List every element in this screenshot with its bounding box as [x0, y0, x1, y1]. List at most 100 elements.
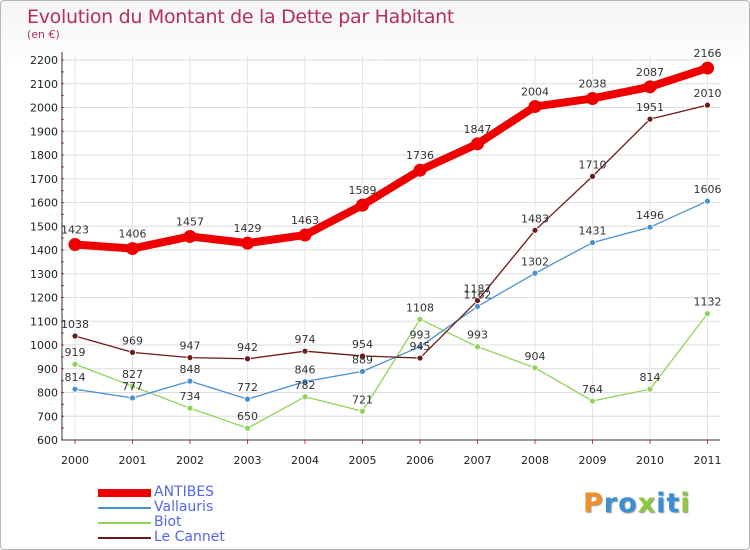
- series-line-biot: [74, 312, 709, 429]
- data-point: [126, 242, 139, 256]
- x-tick-label: 2004: [291, 454, 319, 467]
- data-label: 1589: [349, 184, 377, 197]
- data-point: [704, 101, 711, 109]
- data-label: 1710: [579, 158, 607, 171]
- data-point: [129, 394, 136, 402]
- data-point: [68, 238, 82, 252]
- data-label: 782: [295, 379, 316, 392]
- y-tick-label: 1100: [30, 315, 58, 328]
- data-label: 942: [237, 341, 258, 354]
- proxiti-logo: Proxiti: [583, 488, 691, 519]
- data-label: 974: [295, 333, 316, 346]
- data-point: [244, 395, 251, 403]
- data-label: 904: [525, 350, 546, 363]
- data-label: 1187: [464, 283, 492, 296]
- data-point: [416, 343, 424, 351]
- data-label: 721: [352, 393, 373, 406]
- data-point: [359, 367, 366, 375]
- data-point: [298, 228, 312, 242]
- y-tick-label: 1300: [30, 268, 58, 281]
- data-point: [356, 198, 369, 212]
- data-point: [474, 343, 481, 351]
- legend-swatch: [98, 522, 151, 524]
- data-label: 2038: [579, 77, 607, 90]
- data-point: [71, 385, 79, 393]
- y-unit-label: (en €): [27, 28, 60, 41]
- data-label: 993: [410, 329, 431, 342]
- data-label: 1132: [694, 296, 722, 309]
- data-point: [474, 303, 481, 310]
- data-label: 1162: [464, 289, 492, 302]
- data-point: [586, 91, 599, 105]
- data-label: 1847: [464, 123, 492, 136]
- data-point: [528, 100, 542, 114]
- data-label: 1606: [694, 183, 722, 196]
- data-label: 1457: [176, 215, 204, 228]
- data-point: [241, 236, 254, 250]
- data-label: 1302: [521, 255, 549, 268]
- data-label: 1423: [61, 224, 89, 237]
- data-point: [413, 163, 427, 177]
- data-point: [704, 197, 711, 205]
- series-line-vallauris: [74, 200, 709, 400]
- data-label: 945: [410, 340, 431, 353]
- data-label: 1736: [406, 149, 434, 162]
- y-tick-label: 1000: [30, 339, 58, 352]
- data-label: 1483: [521, 212, 549, 225]
- data-point: [531, 364, 539, 372]
- y-tick-label: 1900: [30, 125, 58, 138]
- data-label: 889: [352, 353, 373, 366]
- x-tick-label: 2008: [521, 454, 549, 467]
- data-label: 650: [237, 410, 258, 423]
- x-tick-label: 2007: [464, 454, 492, 467]
- data-label: 827: [122, 368, 143, 381]
- x-tick-label: 2003: [234, 454, 262, 467]
- data-label: 1429: [234, 222, 262, 235]
- data-label: 1038: [61, 318, 89, 331]
- y-tick-label: 2100: [30, 78, 58, 91]
- data-label: 1406: [119, 228, 147, 241]
- x-tick-label: 2005: [349, 454, 377, 467]
- chart-title: Evolution du Montant de la Dette par Hab…: [27, 6, 455, 28]
- x-tick-label: 2001: [119, 454, 147, 467]
- y-tick-label: 1400: [30, 244, 58, 257]
- data-label: 1108: [406, 301, 434, 314]
- data-label: 2166: [694, 47, 722, 60]
- data-point: [646, 115, 654, 123]
- legend-swatch: [98, 507, 151, 509]
- data-label: 764: [582, 383, 603, 396]
- legend-label: Biot: [154, 514, 182, 530]
- data-point: [471, 137, 484, 151]
- data-point: [301, 393, 309, 401]
- data-point: [646, 223, 654, 231]
- data-point: [359, 352, 366, 360]
- y-tick-label: 2000: [30, 102, 58, 115]
- data-label: 2010: [694, 87, 722, 100]
- data-point: [646, 385, 654, 393]
- y-tick-label: 1200: [30, 292, 58, 305]
- data-point: [186, 377, 194, 385]
- legend-label: ANTIBES: [154, 484, 215, 500]
- x-tick-label: 2011: [694, 454, 722, 467]
- x-tick-label: 2009: [579, 454, 607, 467]
- data-label: 993: [467, 329, 488, 342]
- data-label: 848: [180, 363, 201, 376]
- data-point: [244, 355, 251, 363]
- data-point: [531, 269, 539, 277]
- y-tick-label: 2200: [30, 54, 58, 67]
- data-point: [589, 239, 596, 247]
- data-point: [416, 354, 424, 362]
- legend-swatch: [98, 537, 151, 539]
- y-tick-label: 1700: [30, 173, 58, 186]
- data-point: [704, 310, 711, 318]
- y-tick-label: 1500: [30, 220, 58, 233]
- data-point: [71, 332, 79, 340]
- data-label: 772: [237, 381, 258, 394]
- data-label: 1951: [636, 101, 664, 114]
- data-label: 954: [352, 338, 373, 351]
- legend-label: Vallauris: [154, 499, 214, 515]
- y-tick-label: 700: [37, 410, 58, 423]
- y-tick-label: 900: [37, 363, 58, 376]
- data-point: [129, 382, 136, 390]
